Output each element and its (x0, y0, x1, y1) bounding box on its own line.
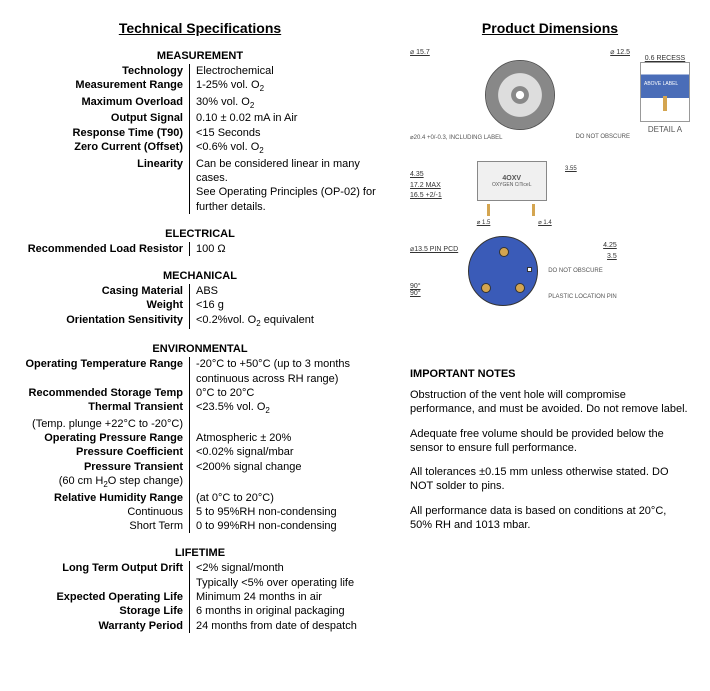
page-container: Technical Specifications MEASUREMENT Tech… (20, 20, 690, 633)
environmental-heading: ENVIRONMENTAL (20, 343, 380, 355)
spec-label: Long Term Output Drift (20, 561, 190, 590)
detail-a-diagram: ABOVE LABEL (640, 62, 690, 122)
note-paragraph: Obstruction of the vent hole will compro… (410, 388, 690, 417)
spec-row: Weight<16 g (20, 298, 380, 312)
note-paragraph: All tolerances ±0.15 mm unless otherwise… (410, 465, 690, 494)
spec-row: Orientation Sensitivity<0.2%vol. O2 equi… (20, 313, 380, 330)
spec-label: Weight (20, 298, 190, 312)
spec-label: Continuous (20, 505, 190, 519)
spec-label: Recommended Load Resistor (20, 242, 190, 256)
notes-heading: IMPORTANT NOTES (410, 368, 690, 380)
spec-value (190, 417, 380, 431)
specs-heading: Technical Specifications (20, 20, 380, 36)
spec-row: Response Time (T90)<15 Seconds (20, 126, 380, 140)
spec-row: Maximum Overload30% vol. O2 (20, 95, 380, 112)
note-paragraph: All performance data is based on conditi… (410, 504, 690, 533)
note-paragraph: Adequate free volume should be provided … (410, 427, 690, 456)
spec-label: Recommended Storage Temp (20, 386, 190, 400)
spec-value: (at 0°C to 20°C) (190, 491, 380, 505)
spec-label: Warranty Period (20, 619, 190, 633)
spec-row: Thermal Transient<23.5% vol. O2 (20, 400, 380, 417)
dimensions-column: Product Dimensions ⌀ 15.7⌀ 12.5 ⌀20.4 +0… (410, 20, 690, 633)
spec-value: -20°C to +50°C (up to 3 months continuou… (190, 357, 380, 386)
spec-row: Output Signal0.10 ± 0.02 mA in Air (20, 111, 380, 125)
spec-label: Thermal Transient (20, 400, 190, 417)
spec-row: Relative Humidity Range(at 0°C to 20°C) (20, 491, 380, 505)
spec-value: 0.10 ± 0.02 mA in Air (190, 111, 380, 125)
electrical-heading: ELECTRICAL (20, 228, 380, 240)
spec-row: (Temp. plunge +22°C to -20°C) (20, 417, 380, 431)
spec-row: Operating Temperature Range-20°C to +50°… (20, 357, 380, 386)
spec-row: Recommended Load Resistor100 Ω (20, 242, 380, 256)
spec-value: Minimum 24 months in air (190, 590, 380, 604)
spec-label: Expected Operating Life (20, 590, 190, 604)
spec-row: Warranty Period24 months from date of de… (20, 619, 380, 633)
spec-row: Continuous5 to 95%RH non-condensing (20, 505, 380, 519)
spec-row: Pressure Coefficient<0.02% signal/mbar (20, 445, 380, 459)
spec-value: 30% vol. O2 (190, 95, 380, 112)
spec-row: Recommended Storage Temp0°C to 20°C (20, 386, 380, 400)
spec-row: Operating Pressure RangeAtmospheric ± 20… (20, 431, 380, 445)
mechanical-heading: MECHANICAL (20, 270, 380, 282)
spec-label: Maximum Overload (20, 95, 190, 112)
spec-row: Casing MaterialABS (20, 284, 380, 298)
spec-value: Electrochemical (190, 64, 380, 78)
dimensions-heading: Product Dimensions (410, 20, 690, 36)
spec-value: <2% signal/monthTypically <5% over opera… (190, 561, 380, 590)
spec-row: Storage Life6 months in original packagi… (20, 604, 380, 618)
diagram-area: ⌀ 15.7⌀ 12.5 ⌀20.4 +0/-0.3, INCLUDING LA… (410, 48, 690, 348)
spec-value: Can be considered linear in many cases.S… (190, 157, 380, 214)
spec-value: <23.5% vol. O2 (190, 400, 380, 417)
spec-value: <0.2%vol. O2 equivalent (190, 313, 380, 330)
spec-label: Measurement Range (20, 78, 190, 95)
spec-value: 100 Ω (190, 242, 380, 256)
spec-label: Orientation Sensitivity (20, 313, 190, 330)
spec-row: (60 cm H2O step change) (20, 474, 380, 491)
spec-label: Operating Temperature Range (20, 357, 190, 386)
spec-label: (Temp. plunge +22°C to -20°C) (20, 417, 190, 431)
spec-value: 5 to 95%RH non-condensing (190, 505, 380, 519)
spec-label: Zero Current (Offset) (20, 140, 190, 157)
spec-label: (60 cm H2O step change) (20, 474, 190, 491)
spec-label: Output Signal (20, 111, 190, 125)
spec-value: 0 to 99%RH non-condensing (190, 519, 380, 533)
bottom-view-diagram (468, 236, 538, 306)
spec-value: 6 months in original packaging (190, 604, 380, 618)
spec-row: Short Term0 to 99%RH non-condensing (20, 519, 380, 533)
side-view-diagram: 4OXV OXYGEN CiTiceL 3.55 ⌀ 1.5 ⌀ 1.4 (452, 156, 562, 216)
spec-value: <200% signal change (190, 460, 380, 474)
spec-row: LinearityCan be considered linear in man… (20, 157, 380, 214)
spec-label: Operating Pressure Range (20, 431, 190, 445)
spec-label: Pressure Coefficient (20, 445, 190, 459)
spec-value: ABS (190, 284, 380, 298)
spec-value: 24 months from date of despatch (190, 619, 380, 633)
spec-value: 0°C to 20°C (190, 386, 380, 400)
spec-value (190, 474, 380, 491)
spec-label: Short Term (20, 519, 190, 533)
top-view-diagram (485, 60, 555, 130)
spec-value: Atmospheric ± 20% (190, 431, 380, 445)
spec-row: Zero Current (Offset)<0.6% vol. O2 (20, 140, 380, 157)
spec-label: Technology (20, 64, 190, 78)
spec-label: Casing Material (20, 284, 190, 298)
spec-label: Storage Life (20, 604, 190, 618)
spec-row: Long Term Output Drift<2% signal/monthTy… (20, 561, 380, 590)
spec-value: <0.6% vol. O2 (190, 140, 380, 157)
spec-row: Pressure Transient<200% signal change (20, 460, 380, 474)
lifetime-heading: LIFETIME (20, 547, 380, 559)
spec-row: Measurement Range1-25% vol. O2 (20, 78, 380, 95)
spec-row: Expected Operating LifeMinimum 24 months… (20, 590, 380, 604)
specs-column: Technical Specifications MEASUREMENT Tech… (20, 20, 380, 633)
spec-value: <0.02% signal/mbar (190, 445, 380, 459)
spec-label: Response Time (T90) (20, 126, 190, 140)
spec-label: Linearity (20, 157, 190, 214)
spec-value: <16 g (190, 298, 380, 312)
spec-value: <15 Seconds (190, 126, 380, 140)
spec-value: 1-25% vol. O2 (190, 78, 380, 95)
measurement-heading: MEASUREMENT (20, 50, 380, 62)
spec-label: Pressure Transient (20, 460, 190, 474)
spec-row: TechnologyElectrochemical (20, 64, 380, 78)
spec-label: Relative Humidity Range (20, 491, 190, 505)
